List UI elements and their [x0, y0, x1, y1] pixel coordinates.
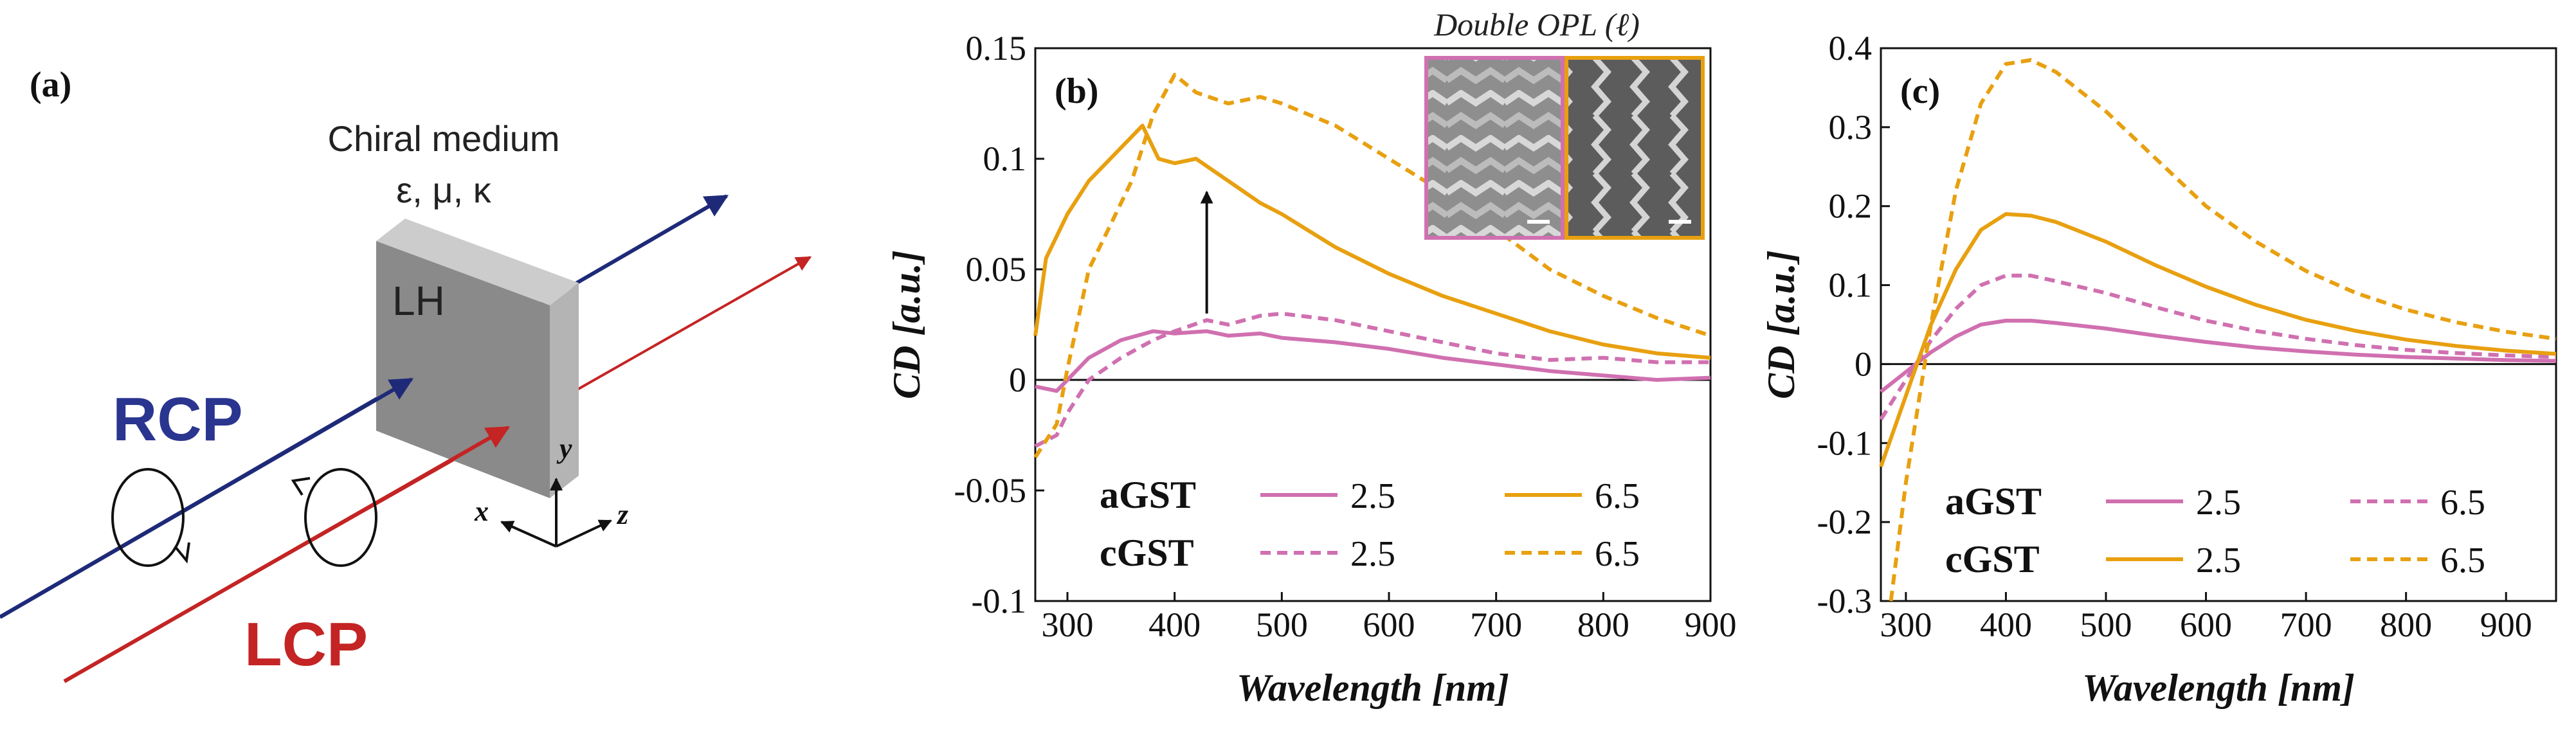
series-line-cgst-2_5 — [1879, 212, 2557, 468]
chart-c-xlabel: Wavelength [nm] — [2082, 667, 2355, 709]
series-line-cgst-2_5 — [1034, 311, 1710, 448]
legend-group-label: aGST — [1100, 474, 1196, 516]
y-axis-label: y — [556, 433, 572, 464]
series-line-cgst-6_5 — [1889, 58, 2557, 602]
medium-symbol: LH — [392, 278, 445, 324]
chart-b-series — [1033, 73, 1711, 459]
y-tick-label: 0.2 — [1829, 187, 1873, 226]
slab-top-face — [376, 219, 579, 305]
x-axis-label: x — [474, 496, 489, 527]
x-tick-label: 700 — [1470, 606, 1522, 644]
z-axis-label: z — [616, 499, 628, 530]
chart-c-ylabel: CD [a.u.] — [1760, 250, 1802, 399]
chart-b: (b) 300 400 500 600 700 800 900 -0.1 -0.05 0 0.05 0… — [885, 6, 1737, 709]
legend-group-label: cGST — [1100, 532, 1194, 574]
chiral-slab: LH — [376, 219, 579, 498]
sem-inset: Double OPL (ℓ) — [1424, 6, 1705, 240]
sem-image-agst — [1424, 56, 1565, 240]
x-tick-label: 400 — [1148, 606, 1201, 644]
legend-value-label: 2.5 — [1350, 534, 1395, 574]
z-axis-arrow — [556, 519, 612, 548]
y-tick-label: -0.1 — [972, 582, 1026, 620]
x-tick-label: 500 — [1256, 606, 1308, 644]
y-tick-label: 0 — [1009, 361, 1026, 399]
series-line-agst-6_5 — [1879, 273, 2557, 421]
x-tick-label: 600 — [2180, 606, 2232, 644]
y-tick-label: 0.15 — [966, 29, 1027, 67]
chart-b-ticks: 300 400 500 600 700 800 900 -0.1 -0.05 0 0.05 0.1 0.… — [954, 29, 1737, 644]
slab-side-face — [550, 283, 579, 498]
y-tick-label: 0.3 — [1829, 108, 1873, 147]
rcp-rotation-arrowhead — [174, 542, 190, 564]
rcp-beam-front — [0, 377, 414, 619]
panel-c-label: (c) — [1900, 71, 1940, 111]
x-tick-label: 400 — [1980, 606, 2032, 644]
series-line-agst-6_5 — [1033, 123, 1711, 360]
y-tick-label: 0.1 — [983, 139, 1027, 178]
x-tick-label: 600 — [1363, 606, 1415, 644]
lcp-rotation-icon — [304, 468, 377, 567]
y-tick-label: -0.2 — [1817, 503, 1872, 541]
panel-a-label: (a) — [30, 65, 71, 105]
series-line-agst-2_5 — [1880, 318, 2557, 393]
legend-value-label: 6.5 — [2440, 541, 2485, 580]
chart-b-legend: aGST 2.5 6.5 cGST 2.5 6.5 — [1100, 474, 1640, 574]
chart-c-series — [1879, 58, 2557, 602]
medium-title: Chiral medium — [328, 118, 560, 159]
lcp-beam-front — [63, 426, 511, 683]
legend-group-label: cGST — [1945, 538, 2040, 580]
x-tick-label: 900 — [1685, 606, 1737, 644]
inset-caption: Double OPL (ℓ) — [1433, 6, 1640, 42]
medium-params: ε, μ, κ — [396, 170, 491, 210]
lcp-rotation-arrowhead — [291, 477, 311, 496]
legend-value-label: 2.5 — [2196, 541, 2241, 580]
x-tick-label: 500 — [2080, 606, 2132, 644]
legend-value-label: 6.5 — [2440, 483, 2485, 523]
y-tick-label: 0.4 — [1829, 29, 1873, 67]
legend-value-label: 2.5 — [1350, 476, 1395, 516]
sem-image-cgst — [1565, 56, 1705, 240]
legend-value-label: 6.5 — [1595, 476, 1640, 516]
x-tick-label: 800 — [1577, 606, 1629, 644]
x-tick-label: 800 — [2380, 606, 2432, 644]
chart-c-frame — [1880, 47, 2557, 602]
y-tick-label: -0.1 — [1817, 424, 1872, 462]
x-tick-label: 300 — [1042, 606, 1094, 644]
chart-c-legend: aGST 2.5 6.5 cGST 2.5 6.5 — [1945, 480, 2485, 580]
y-tick-label: 0.1 — [1829, 266, 1873, 305]
lcp-label: LCP — [244, 610, 368, 679]
chart-b-ylabel: CD [a.u.] — [885, 250, 928, 399]
chart-b-xlabel: Wavelength [nm] — [1237, 667, 1509, 709]
coordinate-axes: y x z — [474, 433, 628, 548]
rcp-rotation-icon — [111, 468, 185, 567]
panel-b-label: (b) — [1055, 71, 1098, 111]
y-tick-label: -0.05 — [954, 471, 1026, 510]
panel-a: (a) Chiral medium ε, μ, κ LH RCP LCP y — [0, 65, 812, 683]
legend-value-label: 2.5 — [2196, 483, 2241, 523]
chart-c-ticks: 300 400 500 600 700 800 900 -0.3 -0.2 -0.1 0 0.1 0.2… — [1817, 29, 2532, 644]
series-line-cgst-6_5 — [1033, 73, 1711, 459]
x-axis-arrow — [500, 521, 557, 548]
x-tick-label: 300 — [1880, 606, 1932, 644]
legend-group-label: aGST — [1945, 480, 2042, 523]
x-tick-label: 700 — [2280, 606, 2332, 644]
x-tick-label: 900 — [2480, 606, 2532, 644]
legend-value-label: 6.5 — [1595, 534, 1640, 574]
y-tick-label: 0 — [1855, 345, 1872, 383]
y-tick-label: 0.05 — [966, 250, 1027, 289]
chart-c: (c) 300 400 500 600 700 800 900 -0.3 -0.2 -0.1 0 0.… — [1760, 29, 2557, 709]
rcp-label: RCP — [113, 385, 243, 454]
series-line-agst-2_5 — [1035, 329, 1711, 393]
y-tick-label: -0.3 — [1817, 582, 1872, 620]
